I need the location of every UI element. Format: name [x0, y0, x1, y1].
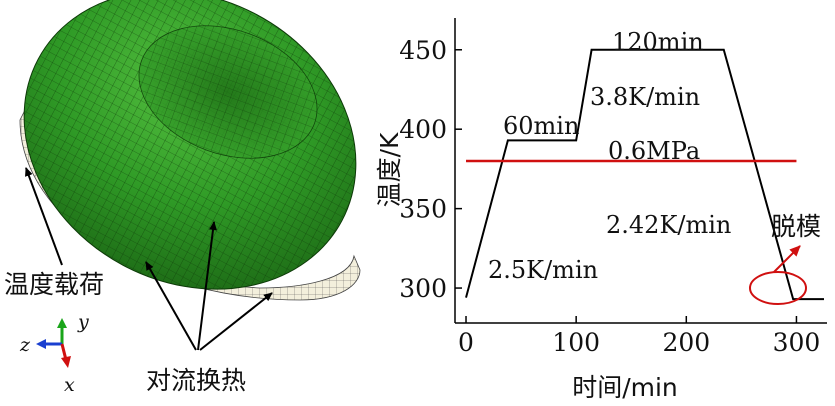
y-axis-title: 温度/K [375, 132, 404, 207]
annotation-pressure: 0.6MPa [608, 137, 700, 165]
convection-label: 对流换热 [146, 366, 246, 395]
x-tick-label: 300 [773, 328, 821, 357]
temperature-load-label: 温度载荷 [4, 270, 104, 299]
x-axis-title: 时间/min [572, 373, 678, 402]
demold-marker-arrow [773, 245, 801, 273]
y-tick-label: 350 [399, 195, 447, 224]
triad-x-label: x [64, 374, 75, 396]
convection-arrow-1 [145, 261, 197, 351]
x-tick-label: 0 [458, 328, 474, 357]
load-arrows [25, 167, 273, 351]
triad-z-label: z [19, 334, 31, 356]
demold-marker-circle [749, 271, 807, 305]
y-tick-label: 400 [399, 115, 447, 144]
triad-y-label: y [77, 311, 89, 333]
annotation-hold1: 60min [503, 112, 579, 140]
annotation-ramp1: 2.5K/min [488, 256, 598, 284]
x-tick-label: 200 [662, 328, 710, 357]
convection-arrow-2 [197, 221, 217, 351]
annotation-ramp2: 3.8K/min [590, 83, 700, 111]
axes-triad: y z x [19, 311, 89, 396]
fe-model [19, 0, 361, 301]
convection-arrow-3 [199, 292, 273, 351]
temperature-load-arrow [25, 167, 63, 266]
annotation-cool: 2.42K/min [606, 211, 731, 239]
y-tick-label: 300 [399, 274, 447, 303]
y-tick-label: 450 [399, 36, 447, 65]
x-tick-label: 100 [552, 328, 600, 357]
curing-cycle-chart: 300 350 400 450 0 100 200 300 时间/min 温度/K 60min 12… [375, 18, 827, 402]
annotation-hold2: 120min [612, 28, 704, 56]
temperature-line [465, 48, 824, 301]
annotation-demold: 脱模 [771, 212, 821, 241]
